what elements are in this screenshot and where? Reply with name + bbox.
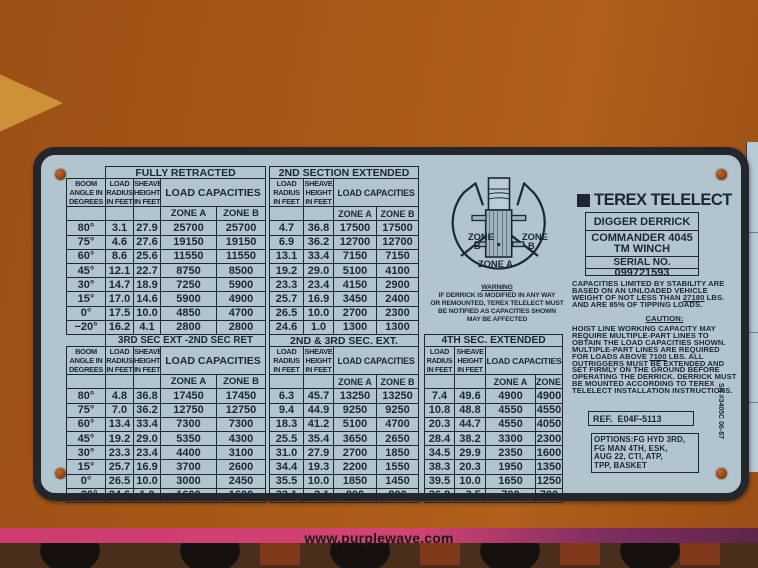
- svg-text:B: B: [474, 241, 481, 251]
- svg-text:ZONE: ZONE: [522, 232, 548, 242]
- svg-text:B: B: [528, 241, 535, 251]
- svg-text:ZONE A: ZONE A: [478, 259, 513, 269]
- svg-text:ZONE: ZONE: [468, 232, 494, 242]
